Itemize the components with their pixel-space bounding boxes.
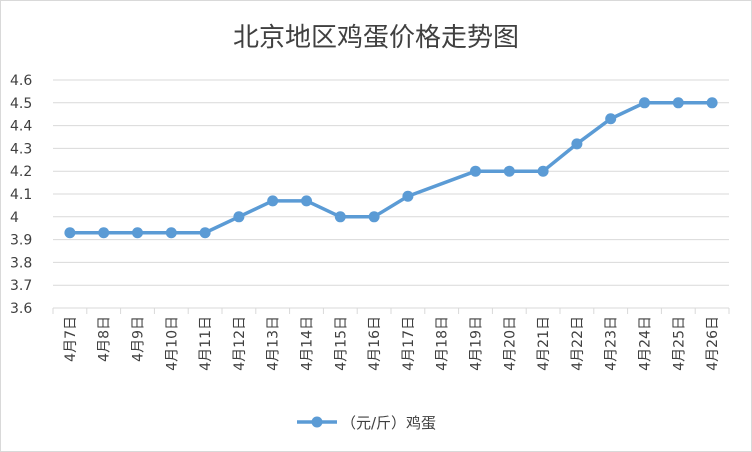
x-tick-label: 4月9日 xyxy=(131,316,147,362)
x-tick-label: 4月18日 xyxy=(435,316,451,371)
y-tick-label: 4.4 xyxy=(10,119,32,135)
data-point xyxy=(233,211,245,223)
x-tick-label: 4月23日 xyxy=(604,316,620,371)
y-tick-label: 4 xyxy=(10,210,19,226)
x-tick-label: 4月8日 xyxy=(97,316,113,362)
x-tick-label: 4月11日 xyxy=(198,316,214,371)
x-tick-label: 4月26日 xyxy=(705,316,721,371)
data-point xyxy=(64,227,76,239)
x-tick-label: 4月14日 xyxy=(300,316,316,371)
y-tick-label: 4.1 xyxy=(10,187,32,203)
data-point xyxy=(605,113,617,125)
data-point xyxy=(98,227,110,239)
x-tick-label: 4月22日 xyxy=(570,316,586,371)
data-point xyxy=(571,138,583,150)
x-tick-label: 4月21日 xyxy=(536,316,552,371)
x-tick-label: 4月7日 xyxy=(63,316,79,362)
data-point xyxy=(639,97,650,109)
y-tick-label: 3.7 xyxy=(10,278,32,294)
data-point xyxy=(503,165,515,177)
data-point xyxy=(368,211,380,223)
data-point xyxy=(165,227,177,239)
data-point xyxy=(199,227,211,239)
x-tick-label: 4月12日 xyxy=(232,316,248,371)
legend-label: （元/斤）鸡蛋 xyxy=(341,414,436,432)
data-point xyxy=(267,195,279,207)
x-tick-label: 4月25日 xyxy=(671,316,687,371)
x-tick-label: 4月24日 xyxy=(638,316,654,371)
y-tick-label: 4.5 xyxy=(10,96,32,112)
legend-marker xyxy=(311,416,323,428)
data-point xyxy=(470,165,481,177)
x-tick-label: 4月15日 xyxy=(333,316,349,371)
y-tick-label: 3.6 xyxy=(10,301,32,317)
y-tick-label: 3.9 xyxy=(10,233,32,249)
data-point xyxy=(537,165,549,177)
x-tick-label: 4月13日 xyxy=(266,316,282,371)
y-tick-label: 4.6 xyxy=(10,73,32,89)
x-tick-label: 4月17日 xyxy=(401,316,417,371)
series-line xyxy=(68,101,714,235)
data-point xyxy=(301,195,312,207)
data-point xyxy=(706,97,718,109)
x-tick-label: 4月16日 xyxy=(367,316,383,371)
y-tick-label: 4.2 xyxy=(10,164,32,180)
x-tick-label: 4月20日 xyxy=(502,316,518,371)
y-tick-label: 3.8 xyxy=(10,255,32,271)
data-point xyxy=(402,190,414,202)
x-tick-label: 4月10日 xyxy=(164,316,180,371)
data-point xyxy=(334,211,346,223)
data-point xyxy=(132,227,143,239)
data-point xyxy=(672,97,684,109)
y-tick-label: 4.3 xyxy=(10,141,32,157)
chart-title: 北京地区鸡蛋价格走势图 xyxy=(232,23,519,53)
x-tick-label: 4月19日 xyxy=(469,316,485,371)
